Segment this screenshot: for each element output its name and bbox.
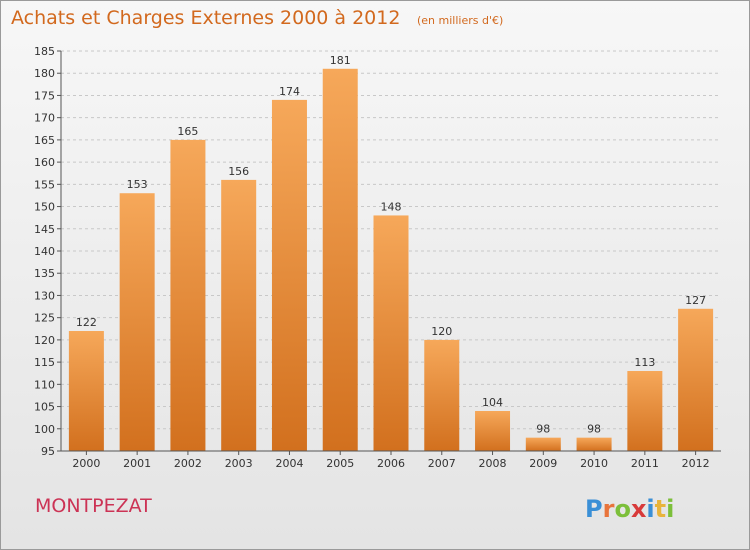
y-tick-label: 170 xyxy=(34,112,55,125)
svg-text:Proxiti: Proxiti xyxy=(585,495,674,523)
x-tick-label: 2005 xyxy=(326,457,354,470)
data-label: 156 xyxy=(228,165,249,178)
x-tick-label: 2008 xyxy=(479,457,507,470)
x-tick-label: 2000 xyxy=(72,457,100,470)
bars xyxy=(68,68,714,452)
bar xyxy=(170,139,206,451)
y-tick-label: 135 xyxy=(34,267,55,280)
data-label: 148 xyxy=(381,200,402,213)
y-tick-label: 165 xyxy=(34,134,55,147)
x-tick-label: 2007 xyxy=(428,457,456,470)
data-label: 165 xyxy=(177,125,198,138)
data-label: 127 xyxy=(685,294,706,307)
bar xyxy=(525,437,561,451)
bar xyxy=(373,215,409,451)
data-label: 104 xyxy=(482,396,503,409)
x-tick-label: 2003 xyxy=(225,457,253,470)
x-tick-label: 2010 xyxy=(580,457,608,470)
bar xyxy=(576,437,612,451)
x-tick-label: 2011 xyxy=(631,457,659,470)
y-tick-label: 95 xyxy=(41,445,55,458)
y-tick-label: 150 xyxy=(34,201,55,214)
x-tick-label: 2006 xyxy=(377,457,405,470)
proxiti-logo: Proxiti xyxy=(585,495,674,523)
y-tick-label: 160 xyxy=(34,156,55,169)
labels: 95 100 105 110 115 120 125 130 135 140 145 150 155 16… xyxy=(34,45,710,470)
y-tick-label: 105 xyxy=(34,401,55,414)
data-label: 98 xyxy=(587,423,601,436)
bar xyxy=(271,99,307,451)
data-label: 181 xyxy=(330,54,351,67)
bar xyxy=(627,371,663,451)
y-tick-label: 125 xyxy=(34,312,55,325)
data-label: 174 xyxy=(279,85,300,98)
data-label: 122 xyxy=(76,316,97,329)
y-tick-label: 175 xyxy=(34,89,55,102)
y-tick-label: 130 xyxy=(34,289,55,302)
y-tick-label: 185 xyxy=(34,45,55,58)
y-tick-label: 110 xyxy=(34,378,55,391)
data-label: 153 xyxy=(127,178,148,191)
data-label: 98 xyxy=(536,423,550,436)
bar xyxy=(424,339,460,451)
axes xyxy=(57,50,721,455)
bar xyxy=(221,179,257,451)
y-tick-label: 145 xyxy=(34,223,55,236)
x-tick-label: 2009 xyxy=(529,457,557,470)
chart-title: Achats et Charges Externes 2000 à 2012 xyxy=(11,7,401,29)
x-tick-label: 2004 xyxy=(275,457,303,470)
bar xyxy=(678,308,714,451)
y-tick-label: 120 xyxy=(34,334,55,347)
x-tick-label: 2012 xyxy=(682,457,710,470)
x-tick-label: 2001 xyxy=(123,457,151,470)
bar xyxy=(119,193,155,451)
y-tick-label: 140 xyxy=(34,245,55,258)
y-tick-label: 155 xyxy=(34,178,55,191)
bar xyxy=(475,411,511,451)
data-label: 120 xyxy=(431,325,452,338)
bar xyxy=(322,68,358,452)
y-tick-label: 180 xyxy=(34,67,55,80)
y-tick-label: 115 xyxy=(34,356,55,369)
y-tick-label: 100 xyxy=(34,423,55,436)
bar xyxy=(68,331,104,451)
data-label: 113 xyxy=(634,356,655,369)
place-name: MONTPEZAT xyxy=(35,495,152,517)
chart-subtitle: (en milliers d'€) xyxy=(417,14,504,27)
x-tick-label: 2002 xyxy=(174,457,202,470)
